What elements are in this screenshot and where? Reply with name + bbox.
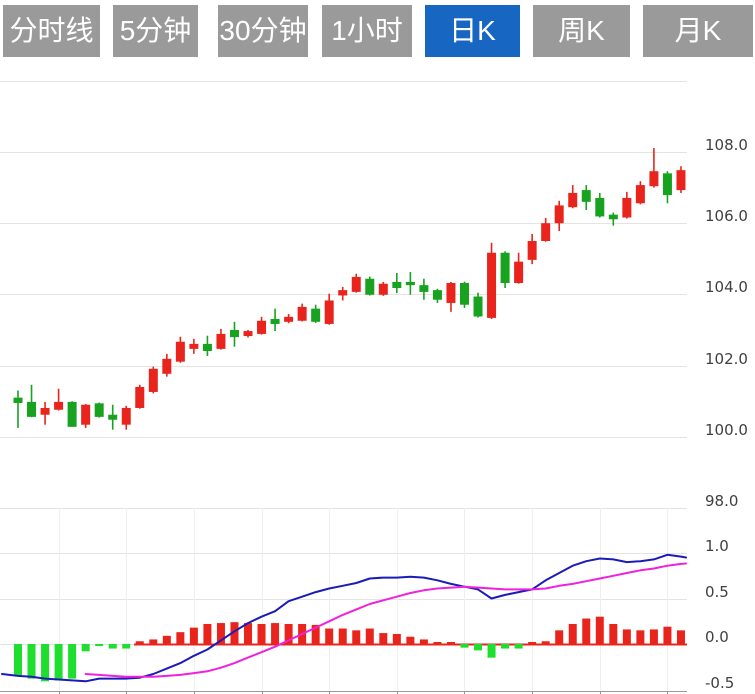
gridlines	[0, 81, 687, 645]
x-axis	[0, 691, 687, 694]
svg-text:0.0: 0.0	[705, 628, 729, 646]
tab-weekly-k[interactable]: 周K	[533, 5, 630, 57]
tab-monthly-k[interactable]: 月K	[643, 5, 753, 57]
svg-text:104.0: 104.0	[705, 278, 748, 296]
svg-text:108.0: 108.0	[705, 136, 748, 154]
svg-text:98.0: 98.0	[705, 492, 738, 510]
tab-5min[interactable]: 5分钟	[113, 5, 198, 57]
svg-text:100.0: 100.0	[705, 421, 748, 439]
dif-line	[1, 553, 687, 683]
svg-text:1.0: 1.0	[705, 537, 729, 555]
svg-text:-0.5: -0.5	[705, 674, 734, 692]
svg-text:102.0: 102.0	[705, 350, 748, 368]
macd-vertical-gridlines	[59, 508, 668, 691]
dea-line	[84, 562, 687, 678]
tab-daily-k[interactable]: 日K	[425, 5, 520, 57]
tab-1hour[interactable]: 1小时	[322, 5, 412, 57]
tab-timeline[interactable]: 分时线	[3, 5, 100, 57]
svg-text:0.5: 0.5	[705, 583, 729, 601]
svg-text:106.0: 106.0	[705, 207, 748, 225]
y-axis-labels: 108.0 106.0 104.0 102.0 100.0 98.0 1.0 0.5 0.0 -0…	[705, 136, 748, 692]
tab-30min[interactable]: 30分钟	[218, 5, 308, 57]
candlestick-series	[13, 148, 686, 430]
interval-toolbar: 分时线 5分钟 30分钟 1小时 日K 周K 月K	[0, 0, 755, 62]
macd-histogram	[14, 616, 685, 682]
